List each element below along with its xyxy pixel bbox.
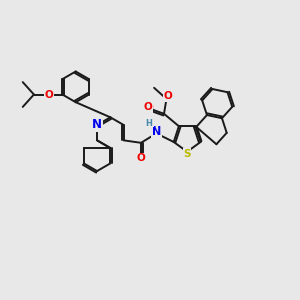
Text: O: O — [44, 89, 53, 100]
Text: O: O — [163, 92, 172, 102]
Text: O: O — [163, 92, 172, 101]
Text: S: S — [183, 149, 191, 159]
Text: S: S — [183, 149, 191, 159]
Text: N: N — [152, 126, 161, 136]
Text: N: N — [92, 118, 102, 131]
Text: O: O — [143, 102, 152, 112]
Text: H: H — [146, 118, 153, 127]
Text: N: N — [152, 127, 161, 137]
Text: O: O — [144, 103, 153, 112]
Text: O: O — [136, 153, 146, 163]
Text: N: N — [92, 118, 102, 131]
Text: H: H — [146, 118, 152, 127]
Text: O: O — [44, 89, 53, 100]
Text: O: O — [136, 153, 146, 163]
